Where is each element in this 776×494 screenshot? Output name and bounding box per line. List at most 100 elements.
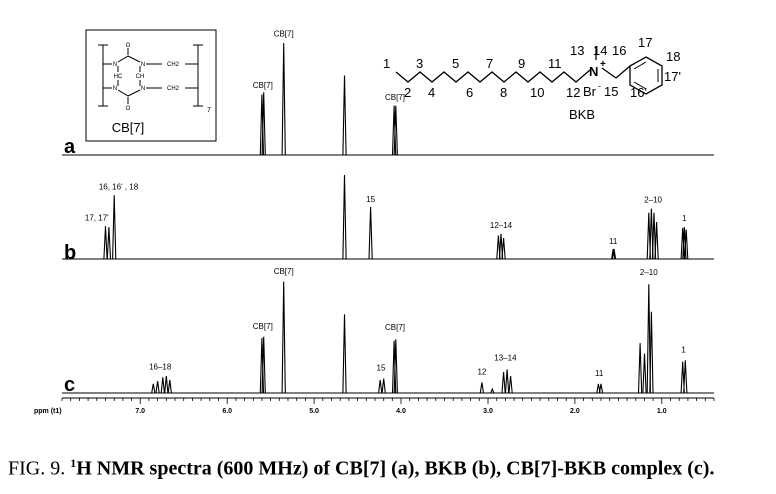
bkb-nitrogen: N	[589, 64, 598, 79]
x-tick-label: 7.0	[135, 408, 145, 415]
spectrum-peak	[167, 379, 172, 394]
spectrum-c: 16–18 CB[7] CB[7] 15 CB[7] 12 13–14 11 2–10 1 c	[62, 267, 714, 396]
spectrum-peak	[342, 174, 347, 260]
spectrum-peak	[342, 75, 347, 156]
cb7-atom: N	[141, 62, 145, 68]
bkb-structure: N + Br - 1 2 3 4 5 6 7 8 9 10 11 12 13 1…	[383, 35, 681, 122]
spectrum-peak	[501, 371, 506, 394]
spectrum-peak	[654, 221, 659, 260]
peak-label: 15	[377, 364, 386, 373]
cb7-atom: N	[113, 86, 117, 92]
spectrum-peak	[642, 353, 647, 394]
caption-superscript: 1	[70, 456, 77, 470]
peak-label: 12–14	[490, 221, 513, 230]
spectrum-peak	[281, 281, 286, 394]
spectrum-peak	[611, 248, 617, 260]
spectrum-peak	[378, 379, 383, 394]
spectrum-peak	[683, 360, 688, 394]
spectrum-peak	[103, 226, 108, 260]
trace-letter-b: b	[64, 242, 76, 264]
bkb-chain-number: 2	[404, 85, 411, 100]
cb7-atom: CH2	[167, 86, 180, 92]
spectrum-a: CB[7] CB[7] CB[7] a	[62, 29, 714, 158]
caption-text: H NMR spectra (600 MHz) of CB[7] (a), BK…	[76, 457, 715, 480]
cb7-left-bracket	[98, 44, 108, 107]
bkb-substituent-number: 16	[612, 43, 626, 58]
peak-label: 16–18	[149, 362, 172, 371]
peak-label: CB[7]	[385, 323, 405, 332]
spectrum-b: 16, 16' , 18 17, 17' 15 12–14 11 2–10 1 b	[62, 174, 714, 264]
bkb-counterion: Br	[583, 84, 597, 99]
bkb-chain-number: 5	[452, 56, 459, 71]
cb7-atom: N	[113, 62, 117, 68]
cb7-bond	[127, 89, 141, 97]
peak-label: 12	[477, 368, 486, 377]
cb7-structure-frame	[85, 29, 217, 142]
peak-label: 16, 16' , 18	[99, 182, 139, 191]
x-tick-label: 1.0	[657, 408, 667, 415]
peak-label: 11	[609, 237, 618, 246]
bkb-chain-number: 8	[500, 85, 507, 100]
spectrum-peak	[649, 311, 654, 394]
x-tick-label: 3.0	[483, 408, 493, 415]
bkb-chain-number: 3	[416, 56, 423, 71]
peak-label: 2–10	[644, 196, 662, 205]
bkb-structure-label: BKB	[569, 107, 595, 122]
bkb-substituent-number: 17'	[664, 69, 681, 84]
trace-letter-a: a	[64, 136, 76, 158]
peak-label: 1	[682, 214, 687, 223]
spectrum-peak	[151, 383, 156, 394]
bkb-chain-number: 6	[466, 85, 473, 100]
spectrum-peak	[393, 339, 398, 394]
x-tick-label: 5.0	[309, 408, 319, 415]
spectrum-peak	[261, 336, 266, 394]
cb7-structure-label: CB[7]	[112, 120, 145, 135]
x-tick-label: 6.0	[222, 408, 232, 415]
bkb-chain-number: 10	[530, 85, 544, 100]
peak-label: CB[7]	[253, 322, 273, 331]
peak-label: 1	[681, 345, 686, 354]
bkb-ring-double-bond	[633, 61, 647, 70]
spectrum-peak	[651, 212, 657, 260]
bkb-chain-number: 9	[518, 56, 525, 71]
cb7-atom: CH	[136, 74, 145, 80]
peak-label: 15	[366, 195, 375, 204]
spectrum-peak	[490, 387, 495, 394]
spectrum-peak	[504, 369, 510, 394]
spectrum-peak	[611, 248, 616, 260]
cb7-repeat-count: 7	[207, 107, 211, 114]
bkb-alkyl-chain	[395, 69, 591, 83]
bkb-substituent-number: 13	[570, 43, 584, 58]
cb7-bond	[127, 55, 141, 63]
bkb-chain-number: 7	[486, 56, 493, 71]
spectrum-peak	[368, 206, 373, 260]
peak-label: CB[7]	[253, 81, 273, 90]
bkb-substituent-number: 16'	[630, 85, 647, 100]
bkb-ring-double-bond	[633, 81, 647, 90]
cb7-atom: N	[141, 86, 145, 92]
cb7-bond	[117, 55, 129, 63]
x-axis: ppm (t1) 7.0 6.0 5.0 4.0 3.0 2.0 1.0	[34, 397, 715, 415]
bkb-counterion-charge: -	[598, 81, 601, 91]
bkb-substituent-number: 14	[593, 43, 607, 58]
bkb-chain-number: 11	[548, 56, 562, 71]
x-tick-label: 4.0	[396, 408, 406, 415]
spectrum-peak	[381, 378, 386, 394]
x-tick-label: 2.0	[570, 408, 580, 415]
bkb-chain-number: 12	[566, 85, 580, 100]
cb7-bond	[117, 89, 129, 97]
bkb-substituent-number: 15	[604, 84, 618, 99]
cb7-atom: HC	[114, 74, 123, 80]
spectrum-peak	[112, 195, 117, 260]
spectrum-peak	[393, 105, 398, 156]
trace-letter-c: c	[64, 374, 75, 396]
peak-label: CB[7]	[274, 267, 294, 276]
spectrum-peak	[598, 383, 604, 394]
spectrum-peak	[646, 284, 651, 394]
cb7-atom: O	[126, 106, 131, 112]
bkb-substituent-number: 18	[666, 49, 680, 64]
cb7-structure: O N N HC CH N N O CH2 CH2 7 CB[7]	[85, 29, 217, 142]
spectrum-peak	[160, 377, 165, 394]
